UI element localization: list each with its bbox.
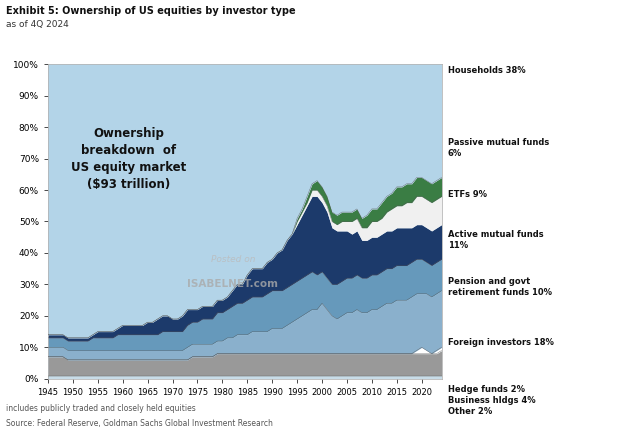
Text: Passive mutual funds
6%: Passive mutual funds 6% — [448, 138, 549, 158]
Text: Source: Federal Reserve, Goldman Sachs Global Investment Research: Source: Federal Reserve, Goldman Sachs G… — [6, 419, 273, 428]
Text: Active mutual funds
11%: Active mutual funds 11% — [448, 230, 543, 250]
Text: as of 4Q 2024: as of 4Q 2024 — [6, 20, 69, 29]
Text: Pension and govt
retirement funds 10%: Pension and govt retirement funds 10% — [448, 277, 552, 297]
Text: ISABELNET.com: ISABELNET.com — [188, 279, 278, 289]
Text: Households 38%: Households 38% — [448, 66, 525, 75]
Text: Hedge funds 2%
Business hldgs 4%
Other 2%: Hedge funds 2% Business hldgs 4% Other 2… — [448, 385, 536, 416]
Text: ETFs 9%: ETFs 9% — [448, 190, 487, 199]
Text: Foreign investors 18%: Foreign investors 18% — [448, 338, 554, 347]
Text: Ownership
breakdown  of
US equity market
($93 trillion): Ownership breakdown of US equity market … — [71, 127, 186, 191]
Text: Exhibit 5: Ownership of US equities by investor type: Exhibit 5: Ownership of US equities by i… — [6, 6, 296, 16]
Text: Posted on: Posted on — [211, 255, 255, 264]
Text: includes publicly traded and closely held equities: includes publicly traded and closely hel… — [6, 404, 196, 413]
